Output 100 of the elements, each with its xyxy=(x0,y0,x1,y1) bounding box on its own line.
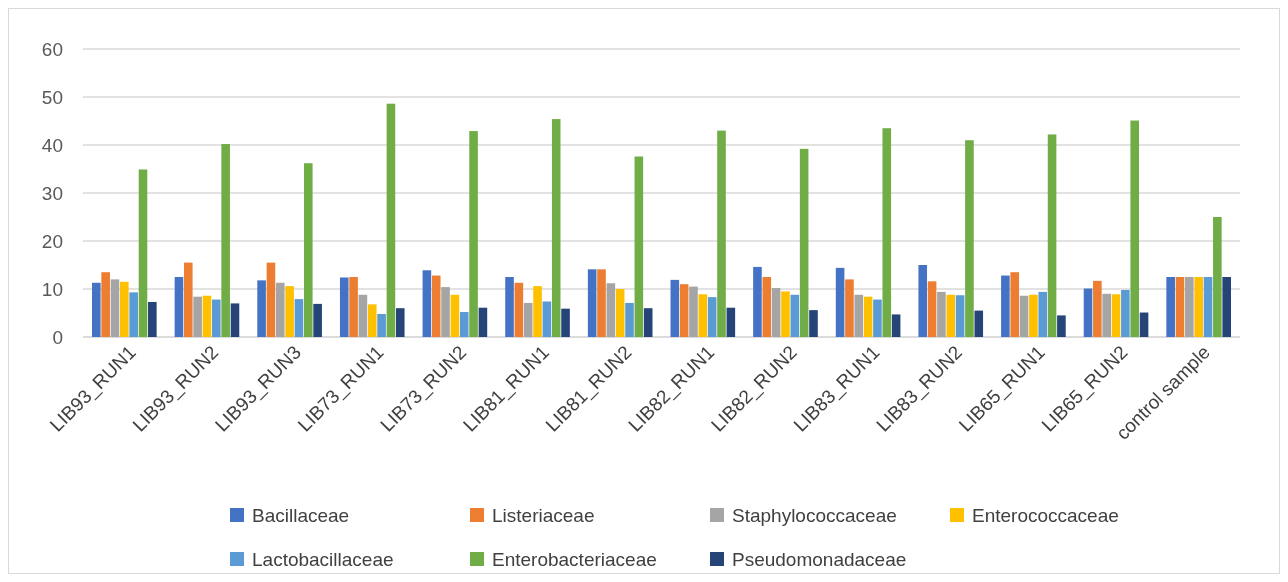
bar xyxy=(129,292,138,337)
bar xyxy=(1019,295,1029,337)
y-tick-label: 20 xyxy=(41,230,63,252)
bar xyxy=(377,313,386,337)
bar xyxy=(542,301,552,337)
bar xyxy=(386,103,396,337)
bar xyxy=(221,144,230,337)
bar xyxy=(230,303,240,337)
bar xyxy=(1185,277,1194,337)
bar xyxy=(790,294,800,337)
bar xyxy=(212,299,221,337)
bar xyxy=(781,291,790,337)
y-tick-label: 60 xyxy=(41,38,63,60)
bar xyxy=(275,282,285,337)
bar xyxy=(643,308,653,337)
bar xyxy=(891,314,901,337)
bar xyxy=(799,148,809,337)
bar xyxy=(689,286,698,337)
bar xyxy=(505,277,514,337)
bar xyxy=(634,156,644,337)
bar xyxy=(339,277,349,337)
bar xyxy=(670,279,680,337)
legend-label: Pseudomonadaceae xyxy=(732,548,907,570)
bar xyxy=(349,277,358,337)
bar xyxy=(478,307,488,337)
bar xyxy=(533,286,542,337)
bar xyxy=(1038,291,1048,337)
bar xyxy=(138,169,148,337)
bar xyxy=(955,295,965,337)
bar xyxy=(625,302,634,337)
legend-label: Staphylococcaceae xyxy=(732,504,897,526)
y-tick-label: 10 xyxy=(41,278,63,300)
bar xyxy=(882,128,892,337)
legend-label: Bacillaceae xyxy=(252,504,350,526)
bar xyxy=(1222,277,1231,337)
bar xyxy=(698,294,708,337)
bar xyxy=(927,281,937,337)
bar xyxy=(469,131,478,337)
bar xyxy=(615,289,625,337)
bar xyxy=(303,163,313,337)
bar xyxy=(551,119,561,337)
bar xyxy=(1057,315,1066,337)
bar xyxy=(753,266,762,337)
bar xyxy=(726,307,736,337)
bar xyxy=(514,282,524,337)
bar xyxy=(854,294,864,337)
bar xyxy=(1166,277,1175,337)
bar xyxy=(257,280,266,337)
bar xyxy=(1130,120,1140,337)
legend-label: Lactobacillaceae xyxy=(252,548,394,570)
legend-label: Enterobacteriaceae xyxy=(492,548,657,570)
bar xyxy=(1139,312,1149,337)
bar xyxy=(174,277,184,337)
bar xyxy=(1175,277,1185,337)
bar xyxy=(1213,217,1222,337)
y-tick-label: 40 xyxy=(41,134,63,156)
bar xyxy=(809,310,818,337)
y-tick-label: 30 xyxy=(41,182,63,204)
bar xyxy=(285,286,294,337)
y-tick-label: 50 xyxy=(41,86,63,108)
bar xyxy=(92,282,101,337)
bar xyxy=(835,267,845,337)
bar xyxy=(863,296,873,337)
bar xyxy=(523,302,533,337)
bar xyxy=(358,294,368,337)
bar xyxy=(965,140,974,337)
bar xyxy=(845,279,854,337)
bar xyxy=(937,291,946,337)
bar xyxy=(294,299,304,337)
bar xyxy=(1121,289,1130,337)
bar xyxy=(266,262,276,337)
bar xyxy=(1102,293,1111,337)
bar xyxy=(561,308,570,337)
bar xyxy=(597,269,606,337)
bar xyxy=(918,265,928,337)
bar xyxy=(1029,294,1038,337)
bar xyxy=(771,288,781,337)
bar xyxy=(717,130,726,337)
bar xyxy=(1083,288,1093,337)
bar xyxy=(679,284,689,337)
bar xyxy=(120,281,129,337)
bar xyxy=(450,294,460,337)
bar xyxy=(367,304,377,337)
bar xyxy=(873,299,882,337)
legend-label: Enterococcaceae xyxy=(972,504,1119,526)
bar xyxy=(587,269,597,337)
bar xyxy=(946,294,956,337)
bar xyxy=(1203,277,1213,337)
bar xyxy=(1047,134,1057,337)
bar xyxy=(313,303,322,337)
bar xyxy=(395,308,405,337)
bar xyxy=(431,275,441,337)
bar xyxy=(441,287,450,337)
bar xyxy=(1111,294,1121,337)
bar xyxy=(1010,272,1020,337)
bar xyxy=(707,297,717,337)
bar xyxy=(148,301,157,337)
bar xyxy=(606,283,616,337)
bar xyxy=(202,295,212,337)
bar xyxy=(459,312,469,337)
